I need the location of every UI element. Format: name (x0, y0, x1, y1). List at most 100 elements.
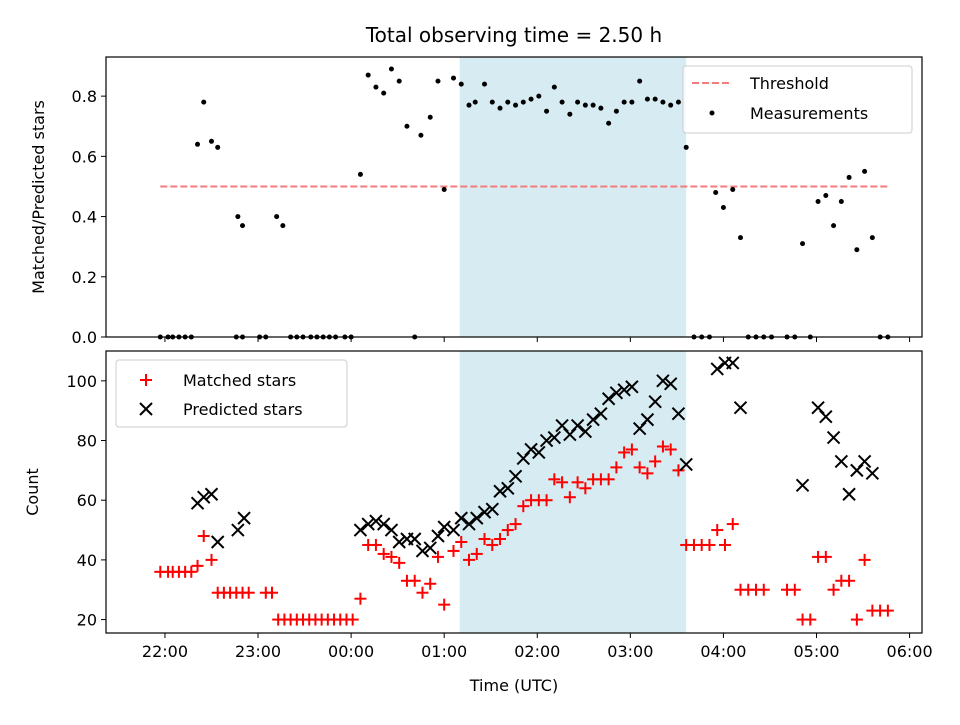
predicted-legend-swatch (139, 402, 153, 416)
measurement-point (195, 141, 201, 147)
matched-point (486, 538, 499, 551)
measurement-point (815, 199, 821, 205)
bottom-legend-box (115, 359, 348, 428)
predicted-point (376, 517, 391, 531)
predicted-point (423, 541, 437, 555)
x-tick-label: 23:00 (235, 642, 281, 661)
matched-point (618, 446, 631, 459)
measurement-point (621, 99, 627, 105)
predicted-point (493, 484, 507, 498)
measurement-point (215, 144, 221, 150)
predicted-point (733, 400, 748, 415)
matched-point (804, 613, 817, 626)
predicted-point (204, 487, 219, 501)
x-tick-label: 06:00 (887, 642, 933, 661)
matched-point (185, 565, 198, 578)
predicted-point (640, 412, 655, 427)
measurement-point (652, 96, 658, 102)
measurement-point (280, 223, 286, 229)
top-x-ticks (164, 337, 911, 342)
matched-point (494, 533, 507, 545)
predicted-point (570, 418, 585, 433)
top-y-ticks: 0.0 0.2 0.4 0.6 0.8 (72, 87, 106, 347)
matched-point (242, 586, 255, 599)
x-tick-label: 04:00 (700, 642, 746, 661)
measurement-point (831, 223, 837, 229)
matched-point (369, 538, 382, 551)
measurement-point (575, 99, 581, 105)
predicted-point (462, 517, 476, 531)
matched-point (664, 443, 677, 456)
predicted-point (594, 406, 608, 421)
bottom-y-axis-label: Count (23, 468, 42, 516)
predicted-point (795, 478, 810, 492)
matched-point (641, 467, 654, 480)
bottom-y-ticks: 20 40 60 80 100 (66, 372, 106, 630)
predicted-point (679, 457, 693, 472)
measurements-legend-swatch (709, 110, 715, 116)
top-highlight-span (459, 57, 687, 337)
measurement-point (497, 105, 503, 111)
y-tick-label: 100 (66, 372, 97, 391)
y-tick-label: 40 (77, 551, 97, 570)
measurement-point (482, 81, 488, 87)
predicted-point (237, 511, 251, 525)
measurement-point (869, 235, 875, 241)
predicted-point (663, 377, 678, 391)
matched-point (416, 586, 429, 599)
matched-stars-series (154, 440, 894, 626)
measurement-point (505, 99, 511, 105)
predicted-point (671, 406, 686, 421)
measurement-point (846, 174, 852, 180)
matched-point (424, 577, 437, 590)
predicted-point (857, 454, 872, 469)
measurement-point (466, 102, 472, 108)
measurement-point (404, 123, 410, 129)
measurement-point (536, 93, 542, 99)
matched-point (509, 518, 522, 531)
matched-point (463, 553, 476, 566)
predicted-point (361, 517, 375, 531)
top-panel: 0.00.20.40.60.8 Matched/Predicted stars … (29, 56, 923, 347)
matched-point (881, 604, 894, 617)
matched-point (438, 598, 451, 611)
top-axes-frame (105, 56, 923, 338)
measurement-point (357, 171, 363, 177)
matched-point (726, 518, 739, 531)
predicted-point (392, 535, 406, 549)
measurement-point (201, 99, 207, 105)
matched-point (501, 524, 514, 537)
measurement-point (854, 247, 860, 253)
predicted-point (470, 511, 484, 525)
matched-point (563, 491, 576, 504)
predicted-point (408, 532, 422, 546)
x-tick-label: 01:00 (421, 642, 467, 661)
matched-point (827, 583, 840, 596)
x-tick-label: 05:00 (793, 642, 839, 661)
matched-point (408, 574, 421, 587)
measurement-point (373, 84, 379, 90)
predicted-point (501, 481, 515, 495)
x-tick-label: 00:00 (328, 642, 374, 661)
measurement-point (458, 81, 464, 87)
x-tick-label: 02:00 (514, 642, 560, 661)
measurement-point (520, 99, 526, 105)
matched-point (858, 553, 871, 566)
predicted-stars-series (190, 356, 880, 558)
x-axis-label: Time (UTC) (469, 676, 558, 695)
matched-point (478, 533, 491, 545)
bottom-axes-frame (105, 350, 923, 634)
predicted-point (819, 409, 833, 424)
matched-point (633, 461, 646, 474)
predicted-point (617, 383, 631, 397)
measurement-point (472, 99, 478, 105)
matched-legend-label: Matched stars (183, 371, 296, 390)
predicted-point (485, 502, 499, 516)
measurement-point (388, 66, 394, 72)
measurement-point (450, 75, 456, 81)
measurement-point (528, 96, 534, 102)
measurement-point (559, 99, 565, 105)
measurement-point (730, 186, 736, 192)
predicted-point (477, 505, 492, 519)
measurement-point (235, 214, 241, 220)
